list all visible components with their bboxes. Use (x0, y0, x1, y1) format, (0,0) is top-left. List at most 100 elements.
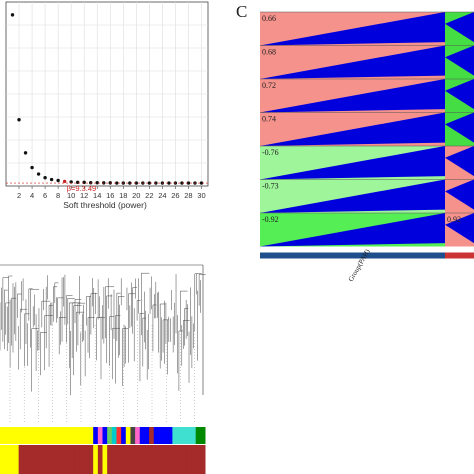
x-tick-label: 6 (43, 191, 47, 200)
data-point (199, 181, 204, 185)
module-color-segment (88, 427, 94, 444)
module-color-segment (27, 427, 34, 444)
x-tick-label: 30 (197, 191, 205, 200)
data-points (10, 13, 204, 185)
x-tick-label: 20 (132, 191, 140, 200)
module-color-segment (79, 427, 85, 444)
data-point (89, 180, 93, 185)
data-point (186, 181, 191, 185)
module-color-segment (32, 427, 38, 444)
module-color-segment (13, 427, 20, 444)
x-axis-label: Soft threshold (power) (63, 200, 147, 210)
dendrogram-tree (0, 264, 206, 423)
x-tick-label: 24 (158, 191, 166, 200)
module-color-segment (125, 427, 131, 444)
x-tick-label: 2 (17, 191, 21, 200)
trait-color-segment (55, 445, 62, 474)
soft-threshold-plot: 2 4 6 8 10 12 14 16 18 20 22 24 26 28 30 β=9.3.49 Soft… (5, 1, 209, 210)
trait-color-segment (51, 445, 57, 474)
module-color-segment (9, 427, 15, 444)
data-point (36, 172, 41, 176)
correlation-value: 0.74 (262, 115, 276, 124)
module-color-segment (83, 427, 90, 444)
module-color-segment (46, 427, 52, 444)
module-color-segment (153, 427, 159, 444)
x-tick-label: 18 (119, 191, 127, 200)
trait-color-segment (186, 445, 192, 474)
data-point (23, 151, 28, 155)
trait-color-segment (13, 445, 20, 474)
trait-color-segment (195, 445, 201, 474)
trait-color-segment (167, 445, 173, 474)
module-color-segment (144, 427, 150, 444)
trait-color-segment (135, 445, 141, 474)
module-color-segment (135, 427, 141, 444)
trait-color-segment (27, 445, 34, 474)
trait-color-segment (93, 445, 99, 474)
trait-color-segment (172, 445, 178, 474)
x-tick-label: 16 (106, 191, 114, 200)
data-point (30, 165, 34, 170)
trait-color-segment (23, 445, 29, 474)
data-point (43, 176, 47, 180)
trait-color-segment (41, 445, 48, 474)
trait-color-segment (139, 445, 145, 474)
module-color-segment (163, 427, 169, 444)
module-color-segment (69, 427, 76, 444)
side-triangle (445, 112, 474, 143)
side-triangle (445, 146, 474, 177)
module-color-segment (102, 427, 108, 444)
module-color-segment (111, 427, 117, 444)
trait-color-segment (46, 445, 52, 474)
grid-lines (6, 2, 208, 186)
trait-color-segment (144, 445, 150, 474)
cluster-dendrogram (0, 255, 215, 474)
soft-threshold-chart: 2 4 6 8 10 12 14 16 18 20 22 24 26 28 30 β=9.3.49 Soft… (0, 0, 215, 215)
trait-color-segment (97, 445, 103, 474)
trait-color-bar (0, 445, 206, 474)
trait-color-segment (116, 445, 122, 474)
significance-triangle (260, 79, 445, 113)
significance-triangle (260, 213, 445, 247)
trait-color-segment (153, 445, 159, 474)
trait-color-segment (79, 445, 85, 474)
data-point (180, 181, 184, 185)
trait-color-segment (32, 445, 38, 474)
module-color-segment (107, 427, 113, 444)
module-color-segment (195, 427, 201, 444)
module-color-segment (130, 427, 136, 444)
dendrogram-plot (0, 264, 206, 474)
correlation-value: -0.92 (262, 215, 279, 224)
module-color-segment (172, 427, 178, 444)
data-point (56, 178, 60, 183)
trait-color-segment (158, 445, 164, 474)
x-axis-ticks: 2 4 6 8 10 12 14 16 18 20 22 24 26 28 30 (17, 186, 206, 200)
x-tick-label: 12 (80, 191, 88, 200)
module-trait-heatmap: C 0.66 0.68 0.72 0.74 -0.76 -0.73 -0.92 0.92 Gr… (232, 0, 474, 283)
heatmap-plot: C 0.660.680.720.74-0.76-0.73-0.92 0.92 Gr… (236, 2, 474, 283)
correlation-value: 0.68 (262, 48, 276, 57)
x-tick-label: 28 (184, 191, 192, 200)
trait-color-segment (74, 445, 80, 474)
x-tick-label: 8 (56, 191, 60, 200)
threshold-label: β=9.3.49 (67, 184, 97, 193)
data-point (49, 177, 54, 182)
trait-color-segment (4, 445, 10, 474)
side-triangle (445, 179, 474, 210)
module-color-segment (37, 427, 43, 444)
module-color-segment (74, 427, 80, 444)
bottom-bar-segment (445, 252, 474, 259)
side-triangle (445, 213, 474, 244)
correlation-value: 0.72 (262, 81, 276, 90)
panel-label: C (236, 2, 247, 21)
trait-color-segment (0, 445, 6, 474)
trait-color-segment (65, 445, 71, 474)
module-color-segment (158, 427, 164, 444)
trait-color-segment (177, 445, 183, 474)
module-color-segment (177, 427, 183, 444)
side-triangle (445, 12, 474, 43)
module-color-segment (121, 427, 127, 444)
data-point (128, 181, 132, 185)
trait-color-segment (37, 445, 43, 474)
module-color-segment (149, 427, 155, 444)
